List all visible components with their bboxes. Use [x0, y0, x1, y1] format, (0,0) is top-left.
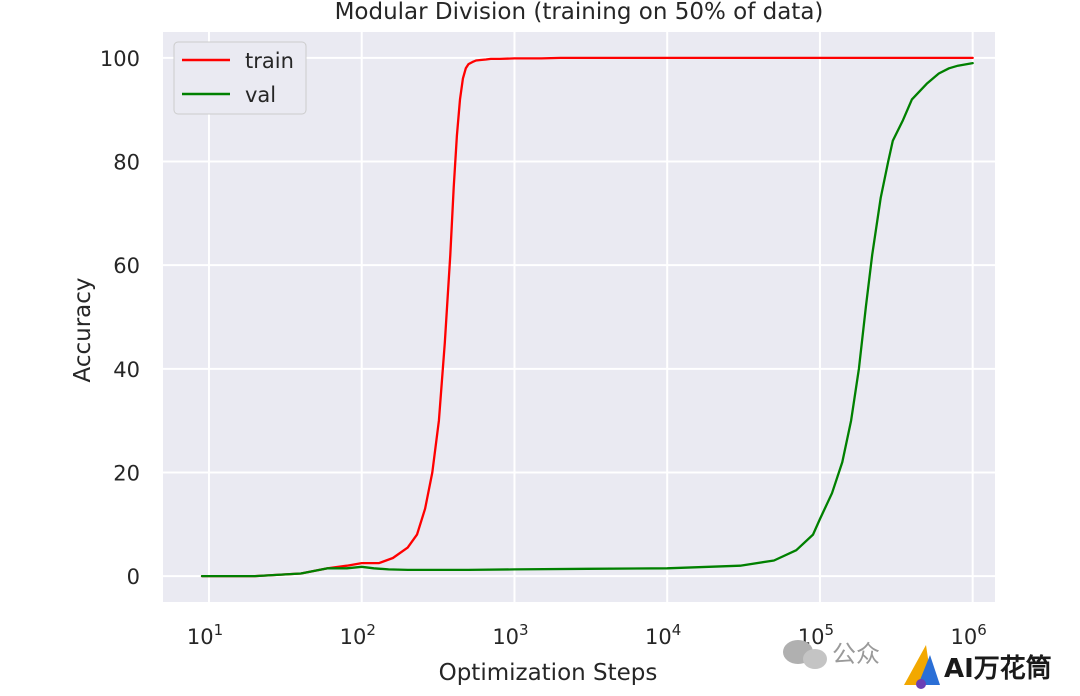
x-tick-base: 10 [492, 625, 519, 649]
watermark: 公众 AI万花筒 [783, 640, 1052, 689]
chart-title: Modular Division (training on 50% of dat… [335, 0, 824, 25]
x-tick-exponent: 4 [672, 621, 682, 639]
wechat-icon [783, 640, 827, 669]
brand-logo-icon [904, 645, 940, 689]
watermark-text: 公众 [832, 640, 880, 668]
legend-label-train: train [245, 49, 294, 73]
x-tick-exponent: 6 [977, 621, 987, 639]
x-tick-base: 10 [187, 625, 214, 649]
y-tick-label: 40 [113, 358, 140, 382]
x-tick-label: 101 [187, 621, 223, 649]
legend: train val [173, 41, 307, 115]
x-tick-label: 103 [492, 621, 528, 649]
plot-area-background [163, 32, 995, 602]
y-tick-label: 100 [100, 47, 140, 71]
series-line-val [200, 61, 974, 578]
x-tick-exponent: 1 [214, 621, 224, 639]
x-tick-base: 10 [951, 625, 978, 649]
y-tick-label: 60 [113, 254, 140, 278]
series-layer [200, 56, 974, 578]
x-tick-exponent: 2 [366, 621, 376, 639]
series-line-train [200, 56, 974, 578]
x-tick-exponent: 3 [519, 621, 529, 639]
y-tick-label: 0 [127, 565, 140, 589]
y-axis-title: Accuracy [70, 277, 96, 382]
x-tick-label: 104 [645, 621, 681, 649]
x-tick-exponent: 5 [825, 621, 835, 639]
y-tick-label: 80 [113, 151, 140, 175]
legend-label-val: val [245, 83, 276, 107]
x-tick-base: 10 [645, 625, 672, 649]
x-axis-title: Optimization Steps [439, 660, 658, 686]
x-tick-label: 102 [340, 621, 376, 649]
x-tick-base: 10 [340, 625, 367, 649]
x-tick-label: 106 [951, 621, 987, 649]
brand-text: AI万花筒 [944, 653, 1052, 684]
y-tick-label: 20 [113, 461, 140, 485]
